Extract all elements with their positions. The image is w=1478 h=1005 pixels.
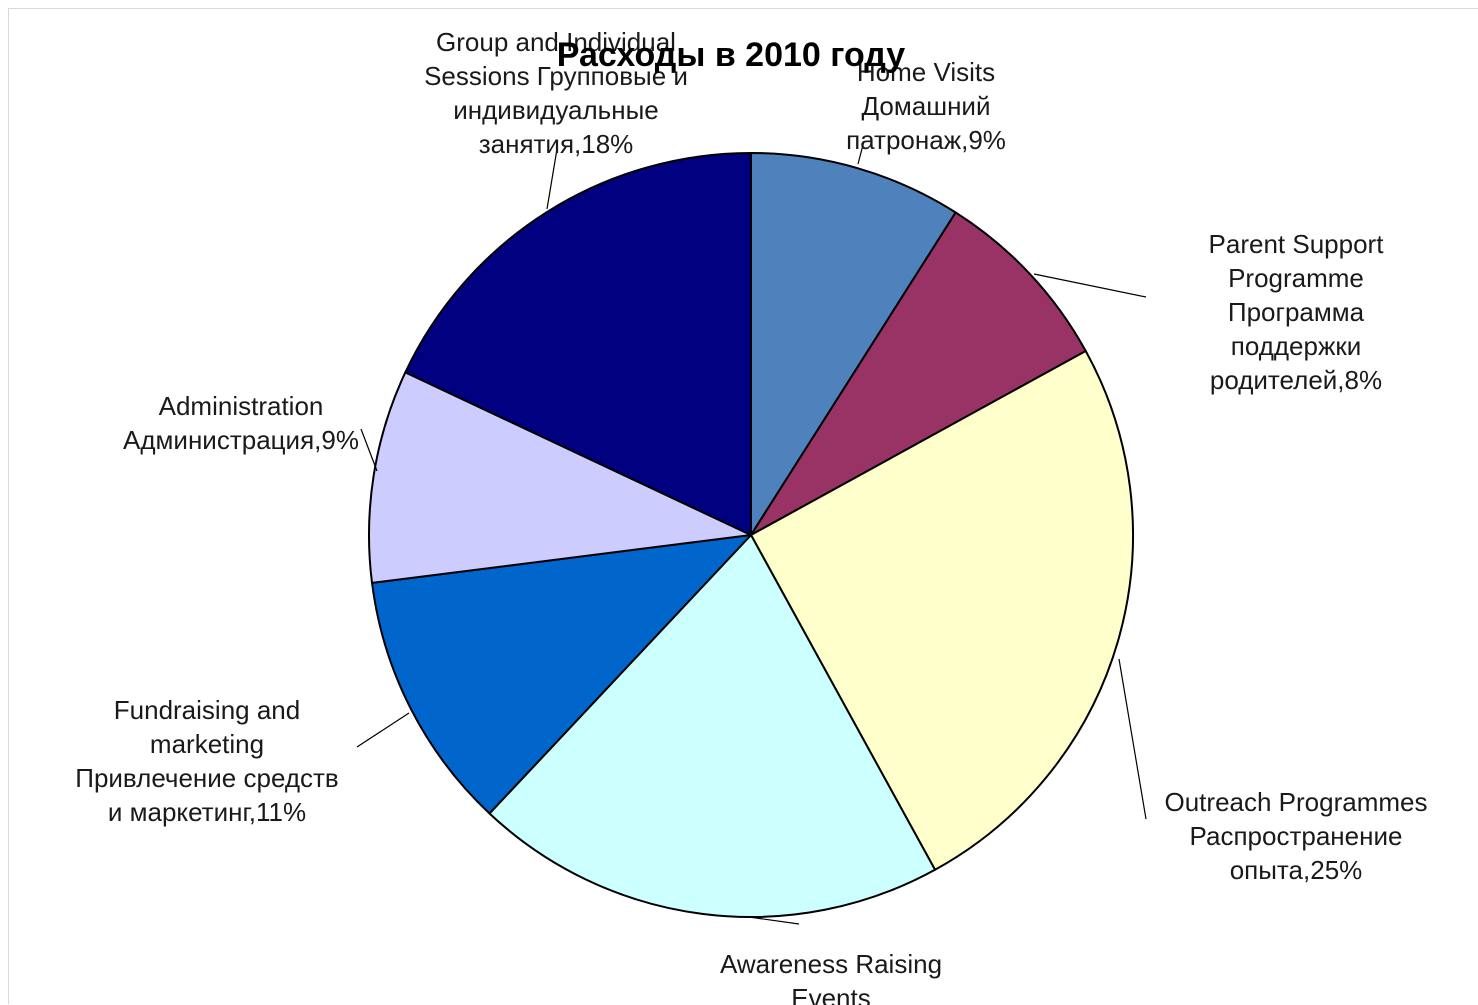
data-label-4-line-2: Events bbox=[791, 983, 871, 1005]
data-label-2-line-5: родителей,8% bbox=[1210, 365, 1382, 395]
data-label-3-line-3: опыта,25% bbox=[1230, 855, 1363, 885]
data-label-2-line-1: Parent Support bbox=[1209, 229, 1385, 259]
data-label-5-line-1: Fundraising and bbox=[114, 695, 300, 725]
data-label-1-line-3: патронаж,9% bbox=[846, 125, 1006, 155]
data-label-2: Parent Support Programme Программа поддержк… bbox=[1209, 229, 1385, 395]
data-label-7: Group and Individual Sessions Групповые и… bbox=[424, 27, 688, 159]
data-label-7-line-2: Sessions Групповые и bbox=[424, 61, 688, 91]
leader-line-5 bbox=[356, 712, 410, 748]
data-label-4-line-1: Awareness Raising bbox=[720, 949, 942, 979]
pie-slice-5 bbox=[371, 534, 752, 815]
data-label-7-line-1: Group and Individual bbox=[436, 27, 676, 57]
leader-lines-layer bbox=[356, 140, 1147, 925]
data-label-6-line-2: Администрация,9% bbox=[123, 425, 359, 455]
data-label-1-line-1: Home Visits bbox=[857, 57, 995, 87]
data-label-6: Administration Администрация,9% bbox=[123, 391, 359, 455]
data-label-1: Home Visits Домашний патронаж,9% bbox=[846, 57, 1006, 155]
data-label-2-line-3: Программа bbox=[1228, 297, 1365, 327]
data-label-7-line-3: индивидуальные bbox=[453, 95, 658, 125]
leader-line-3 bbox=[1118, 658, 1147, 820]
data-label-3-line-2: Распространение bbox=[1190, 821, 1403, 851]
data-label-3-line-1: Outreach Programmes bbox=[1165, 787, 1428, 817]
pie-slice-1 bbox=[750, 152, 957, 536]
leader-line-6 bbox=[360, 428, 378, 472]
leader-line-4 bbox=[748, 916, 800, 925]
data-label-2-line-4: поддержки bbox=[1231, 331, 1362, 361]
data-label-5: Fundraising and marketing Привлечение сред… bbox=[75, 695, 338, 827]
pie-slice-6 bbox=[368, 371, 752, 584]
pie-slice-3 bbox=[750, 349, 1134, 871]
data-label-7-line-4: занятия,18% bbox=[479, 129, 634, 159]
data-label-4: Awareness Raising Events bbox=[720, 949, 942, 1005]
data-label-5-line-4: и маркетинг,11% bbox=[108, 797, 306, 827]
leader-line-1 bbox=[857, 140, 865, 165]
data-label-5-line-3: Привлечение средств bbox=[75, 763, 338, 793]
pie-slice-2 bbox=[750, 211, 1087, 536]
leader-line-2 bbox=[1033, 273, 1147, 298]
slices-layer bbox=[368, 152, 1134, 919]
pie-chart: Home Visits Домашний патронаж,9% Parent Sup… bbox=[75, 27, 1427, 1005]
leader-line-7 bbox=[546, 148, 558, 210]
chart-frame: Home Visits Домашний патронаж,9% Parent Sup… bbox=[8, 8, 1478, 1005]
data-label-3: Outreach Programmes Распространение опыта,… bbox=[1165, 787, 1428, 885]
data-labels-layer: Home Visits Домашний патронаж,9% Parent Sup… bbox=[75, 27, 1427, 1005]
data-label-5-line-2: marketing bbox=[150, 729, 264, 759]
pie-slice-7 bbox=[404, 152, 752, 536]
data-label-2-line-2: Programme bbox=[1228, 263, 1364, 293]
pie-slice-4 bbox=[488, 534, 937, 919]
data-label-1-line-2: Домашний bbox=[862, 91, 991, 121]
chart-title: Расходы в 2010 году bbox=[557, 36, 906, 74]
data-label-6-line-1: Administration bbox=[159, 391, 324, 421]
